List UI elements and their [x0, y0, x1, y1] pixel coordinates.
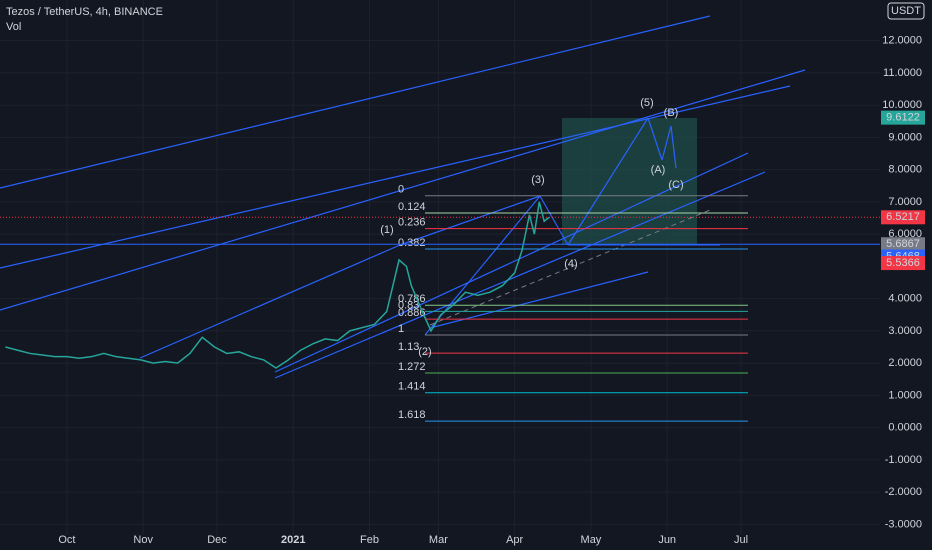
x-tick-label: Jul [734, 534, 748, 546]
y-tick-label: 11.0000 [883, 67, 922, 79]
target-zone [562, 118, 697, 245]
volume-label: Vol [6, 21, 21, 33]
x-tick-label: Oct [58, 534, 75, 546]
y-tick-label: 4.0000 [888, 293, 922, 305]
fib-label: 0.83 [398, 299, 419, 311]
wave-label: (4) [564, 258, 577, 270]
x-tick-label: May [581, 534, 602, 546]
fib-label: 0.124 [398, 201, 426, 213]
y-tick-label: 1.0000 [888, 389, 922, 401]
y-tick-label: -1.0000 [885, 454, 922, 466]
price-tag-label: 5.6867 [886, 238, 920, 250]
price-tag-label: 6.5217 [886, 211, 920, 223]
x-tick-label: Nov [133, 534, 153, 546]
fib-label: 1.272 [398, 361, 426, 373]
y-tick-label: 0.0000 [888, 422, 922, 434]
x-tick-label: Jun [658, 534, 676, 546]
price-tag-label: 5.5366 [886, 257, 920, 269]
price-tag [881, 110, 925, 125]
wave-label: (B) [664, 107, 679, 119]
x-tick-label: Feb [360, 534, 379, 546]
x-tick-label: Apr [506, 534, 523, 546]
price-axis [880, 0, 932, 550]
wave-label: (C) [668, 179, 683, 191]
x-tick-label: 2021 [281, 534, 305, 546]
y-tick-label: 9.0000 [888, 131, 922, 143]
currency-button[interactable] [887, 2, 925, 20]
wave-label: (1) [380, 224, 393, 236]
wave-label: (3) [531, 174, 544, 186]
y-tick-label: -3.0000 [885, 518, 922, 530]
price-tag [881, 210, 925, 225]
price-line [5, 201, 550, 369]
y-tick-label: 8.0000 [888, 164, 922, 176]
fib-label: 1 [398, 323, 404, 335]
wave-label: (5) [640, 97, 653, 109]
y-tick-label: 12.0000 [882, 35, 922, 47]
chart-title: Tezos / TetherUS, 4h, BINANCE [6, 6, 163, 18]
trend-lines [0, 15, 806, 379]
wave-label: (2) [418, 346, 431, 358]
fib-label: 0.886 [398, 307, 426, 319]
price-tag-label: 9.6122 [886, 112, 920, 124]
y-tick-label: -2.0000 [885, 486, 922, 498]
y-tick-label: 6.0000 [888, 228, 922, 240]
fib-label: 1.618 [398, 409, 426, 421]
x-tick-label: Dec [207, 534, 227, 546]
fib-label: 0.236 [398, 217, 426, 229]
y-tick-label: 3.0000 [888, 325, 922, 337]
fib-label: 0 [398, 184, 404, 196]
y-tick-label: 2.0000 [888, 357, 922, 369]
price-tag [881, 237, 925, 252]
currency[interactable]: USDT [891, 5, 921, 17]
price-tag [881, 256, 925, 271]
y-tick-label: 7.0000 [888, 196, 922, 208]
fib-label: 1.414 [398, 381, 426, 393]
wave-label: (A) [651, 164, 666, 176]
y-tick-label: 10.0000 [882, 99, 922, 111]
x-tick-label: Mar [429, 534, 448, 546]
fib-label: 0.382 [398, 237, 426, 249]
fib-label: 1.13 [398, 341, 419, 353]
